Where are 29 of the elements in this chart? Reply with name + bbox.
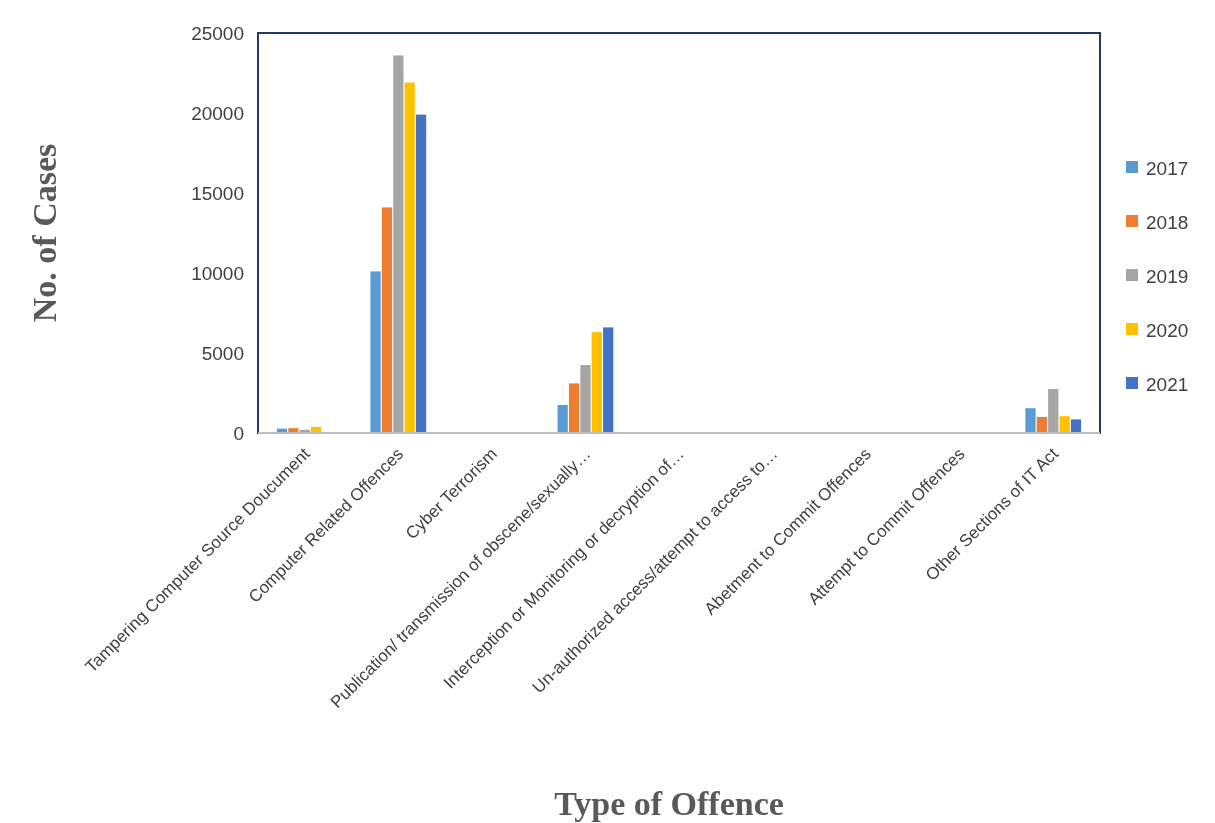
bar (381, 207, 393, 433)
bar (1070, 419, 1082, 433)
y-tick-label: 15000 (191, 182, 244, 204)
legend-label: 2018 (1146, 211, 1189, 233)
x-axis-title: Type of Offence (554, 785, 784, 822)
legend-label: 2017 (1146, 157, 1189, 179)
bar (404, 82, 415, 433)
legend-label: 2021 (1146, 373, 1189, 395)
bar (288, 428, 299, 433)
y-tick-label: 10000 (191, 262, 244, 284)
bar (1025, 408, 1036, 433)
y-tick-label: 5000 (201, 342, 244, 364)
bar (557, 405, 568, 433)
bar (603, 327, 614, 433)
bar (1059, 416, 1070, 433)
y-tick-label: 25000 (191, 22, 244, 44)
bar (591, 332, 602, 433)
legend-label: 2020 (1146, 319, 1189, 341)
bar (1048, 389, 1059, 433)
bar (370, 271, 381, 433)
bar (568, 383, 580, 433)
bar (1036, 417, 1047, 433)
y-tick-label: 0 (233, 422, 244, 444)
y-tick-label: 20000 (191, 102, 244, 124)
legend-label: 2019 (1146, 265, 1189, 287)
bar (415, 114, 427, 433)
bar (580, 365, 591, 433)
bar (393, 55, 404, 433)
y-axis-title: No. of Cases (26, 143, 63, 323)
